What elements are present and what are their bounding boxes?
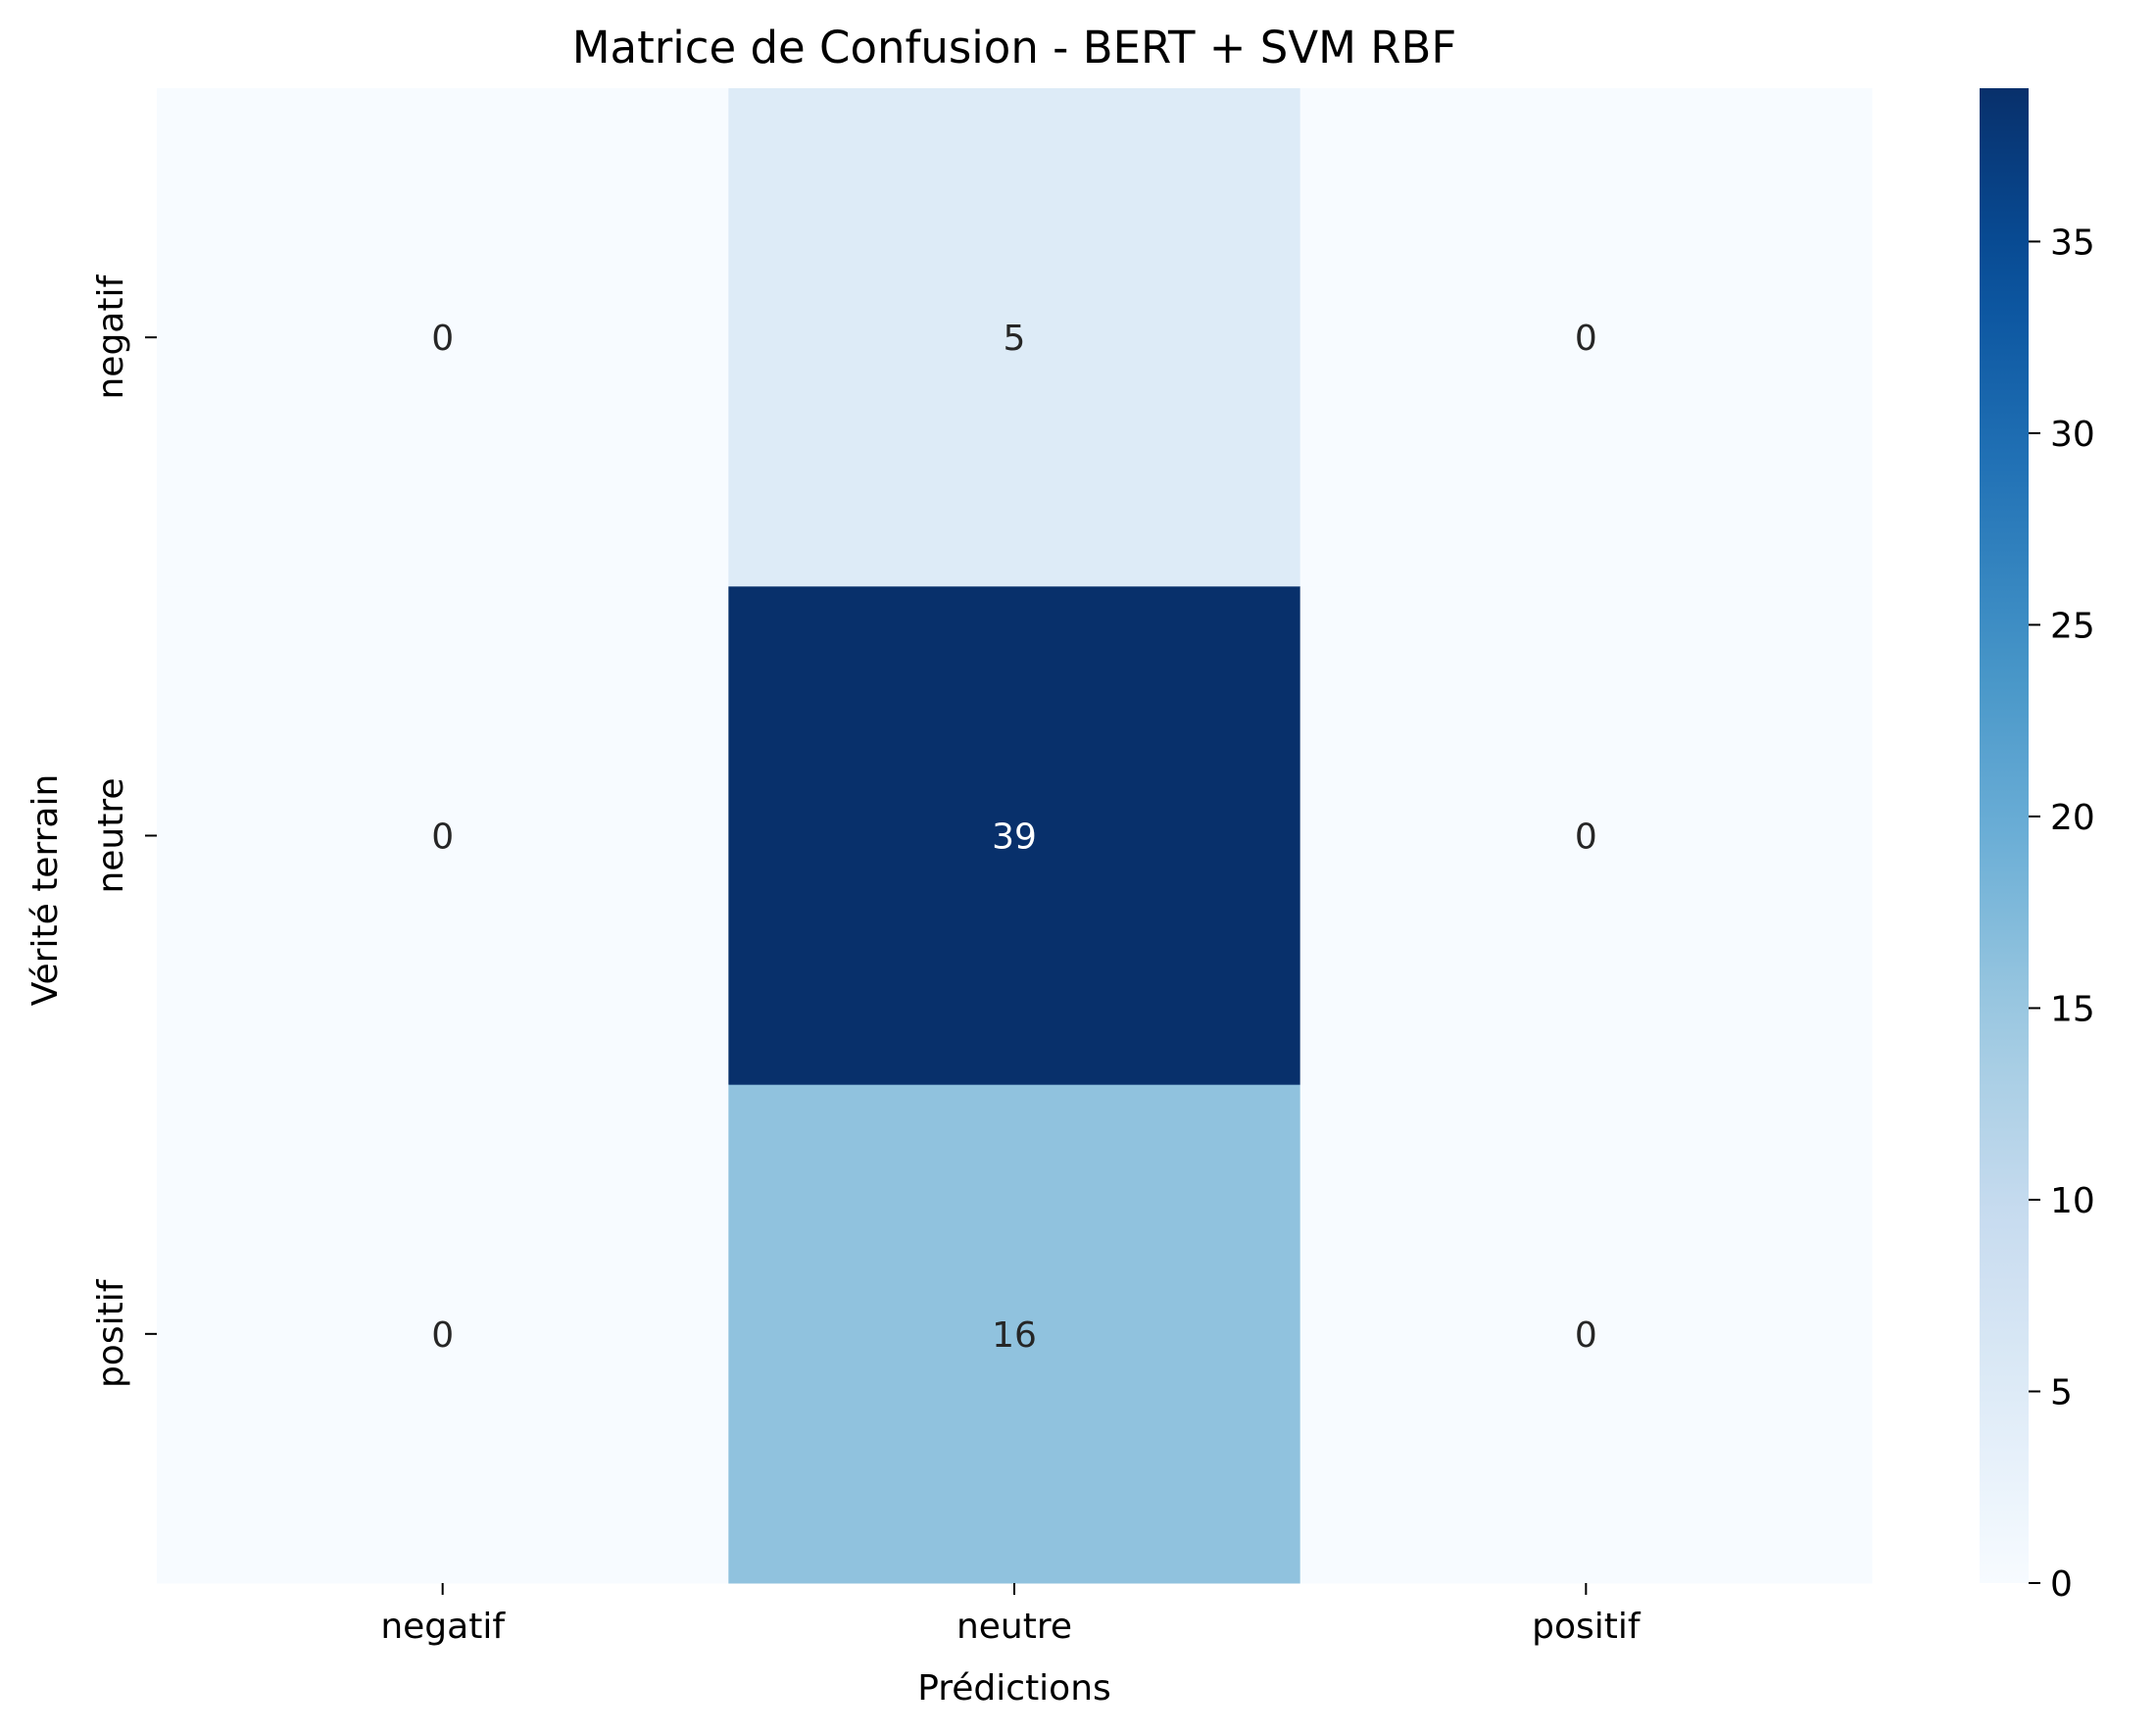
x-axis-ticks: negatif neutre positif — [380, 1583, 1642, 1647]
colorbar-tick-label: 5 — [2050, 1372, 2073, 1412]
heatmap-cells — [157, 88, 1873, 1584]
heatmap-cell-positif-positif — [1299, 1084, 1873, 1584]
y-axis-label: Vérité terrain — [25, 774, 66, 1007]
colorbar-tick-label: 15 — [2050, 989, 2095, 1029]
x-tick-label-negatif: negatif — [380, 1607, 506, 1647]
heatmap-cell-neutre-negatif — [157, 586, 729, 1086]
cell-value-label: 5 — [1004, 319, 1026, 359]
colorbar-tick-label: 10 — [2050, 1181, 2095, 1221]
y-tick-label-positif: positif — [91, 1278, 131, 1388]
cell-value-label: 39 — [992, 817, 1037, 858]
heatmap-cell-neutre-neutre — [728, 586, 1301, 1086]
colorbar-ticks: 0 5 10 15 20 25 30 35 — [2029, 223, 2095, 1605]
cell-value-label: 16 — [992, 1315, 1037, 1356]
y-tick-label-negatif: negatif — [91, 274, 131, 400]
colorbar-tick-label: 0 — [2050, 1564, 2073, 1605]
colorbar — [1980, 88, 2029, 1583]
x-tick-label-neutre: neutre — [956, 1607, 1072, 1647]
cell-value-label: 0 — [1575, 817, 1597, 858]
heatmap-cell-negatif-positif — [1299, 88, 1873, 587]
colorbar-tick-label: 20 — [2050, 798, 2095, 838]
x-tick-label-positif: positif — [1532, 1607, 1642, 1647]
cell-value-label: 0 — [431, 319, 454, 359]
y-axis-ticks: negatif neutre positif — [91, 274, 157, 1388]
heatmap-cell-positif-negatif — [157, 1084, 729, 1584]
heatmap-cell-neutre-positif — [1299, 586, 1873, 1086]
colorbar-tick-label: 35 — [2050, 223, 2095, 263]
heatmap-cell-labels: 0 5 0 0 39 0 0 16 0 — [431, 319, 1597, 1356]
cell-value-label: 0 — [431, 1315, 454, 1356]
heatmap-cell-negatif-negatif — [157, 88, 729, 587]
colorbar-tick-label: 25 — [2050, 606, 2095, 646]
cell-value-label: 0 — [431, 817, 454, 858]
heatmap-cell-positif-neutre — [728, 1084, 1301, 1584]
y-tick-label-neutre: neutre — [91, 777, 131, 893]
cell-value-label: 0 — [1575, 319, 1597, 359]
colorbar-tick-label: 30 — [2050, 415, 2095, 455]
x-axis-label: Prédictions — [917, 1668, 1111, 1709]
cell-value-label: 0 — [1575, 1315, 1597, 1356]
chart-title: Matrice de Confusion - BERT + SVM RBF — [572, 22, 1457, 74]
heatmap-cell-negatif-neutre — [728, 88, 1301, 587]
